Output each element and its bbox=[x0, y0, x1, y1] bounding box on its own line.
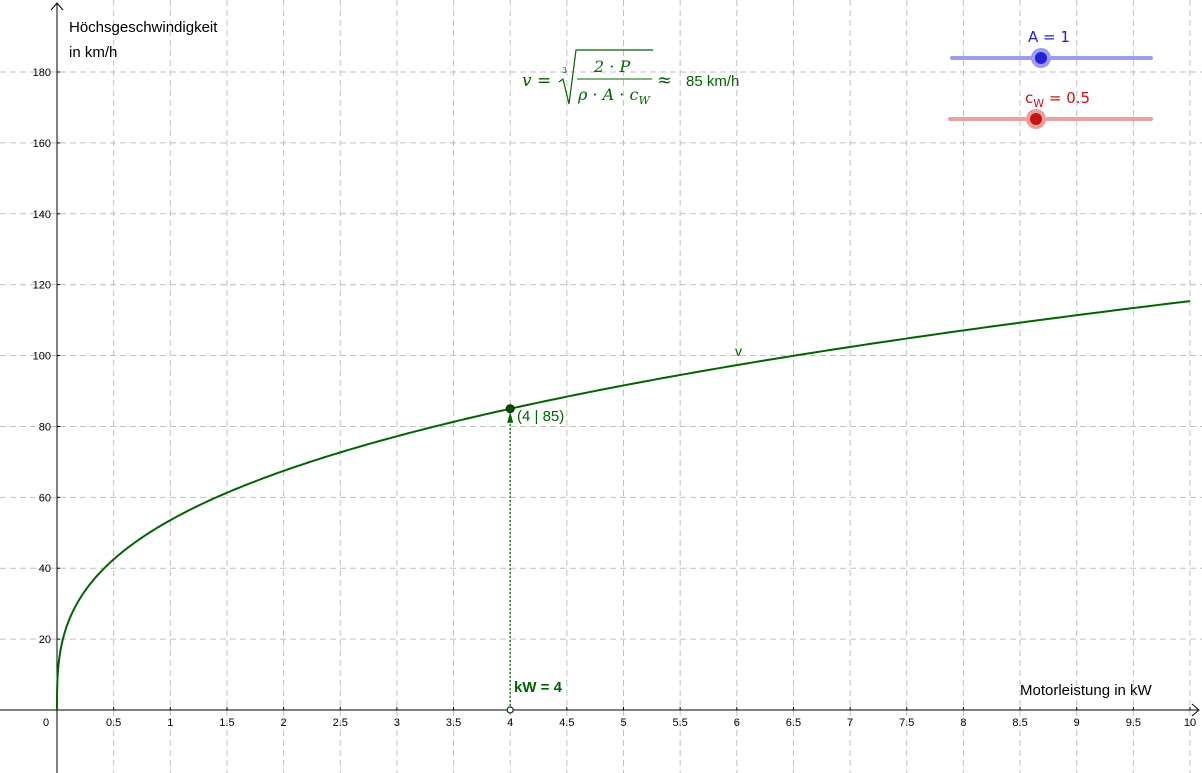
x-tick-label: 0.5 bbox=[106, 717, 121, 729]
y-tick-label: 40 bbox=[39, 563, 51, 575]
y-tick-label: 180 bbox=[33, 67, 51, 79]
drop-line-arrow bbox=[507, 411, 514, 423]
tick-labels: 0 0.5 1 1.5 2 2.5 3 3.5 4 4.5 5 5.5 6 6.5 7 7.5 8 8.5 9 9.5… bbox=[33, 67, 1196, 729]
slider-drag-label-main: c bbox=[1025, 89, 1034, 107]
y-axis-label-line1: Höchsgeschwindigkeit bbox=[69, 19, 218, 36]
y-tick-label: 20 bbox=[39, 634, 51, 646]
x-tick-label: 1.5 bbox=[219, 717, 234, 729]
y-tick-label: 60 bbox=[39, 492, 51, 504]
y-tick-label: 160 bbox=[33, 138, 51, 150]
x-axis-arrow bbox=[1191, 703, 1200, 717]
x-tick-label: 2 bbox=[281, 717, 287, 729]
slider-area-track[interactable] bbox=[950, 56, 1153, 60]
x-tick-label: 9 bbox=[1074, 717, 1080, 729]
formula: v = 3 2 · P ρ · A · cW ≈ 85 km/h bbox=[522, 49, 739, 107]
formula-result: 85 km/h bbox=[686, 73, 739, 90]
y-axis-label-line2: in km/h bbox=[69, 44, 117, 61]
x-tick-label: 3.5 bbox=[446, 717, 461, 729]
slider-drag-knob[interactable] bbox=[1028, 111, 1045, 127]
x-tick-label: 1 bbox=[167, 717, 173, 729]
formula-root-index: 3 bbox=[562, 66, 567, 75]
y-tick-label: 80 bbox=[39, 421, 51, 433]
slider-drag-label: cW = 0.5 bbox=[1025, 89, 1090, 110]
formula-denominator-main: ρ · A · c bbox=[577, 85, 638, 104]
slider-area-knob[interactable] bbox=[1033, 50, 1050, 66]
x-axis-point[interactable] bbox=[506, 706, 514, 714]
slider-area-label: A = 1 bbox=[1028, 28, 1070, 46]
point-label: (4 | 85) bbox=[517, 408, 564, 425]
curve-point[interactable] bbox=[505, 404, 515, 414]
slider-drag-label-sub: W bbox=[1033, 97, 1045, 110]
x-tick-label: 2.5 bbox=[333, 717, 348, 729]
slider-drag[interactable]: cW = 0.5 bbox=[948, 89, 1153, 139]
formula-lhs: v = bbox=[522, 71, 551, 91]
x-tick-label: 6 bbox=[734, 717, 740, 729]
x-tick-label: 8 bbox=[960, 717, 966, 729]
x-tick-label: 9.5 bbox=[1126, 717, 1141, 729]
y-tick-label: 140 bbox=[33, 209, 51, 221]
x-tick-label: 5.5 bbox=[673, 717, 688, 729]
x-tick-label: 4 bbox=[507, 717, 513, 729]
y-tick-label: 100 bbox=[33, 351, 51, 363]
x-tick-label: 10 bbox=[1184, 717, 1196, 729]
point-x-label: kW = 4 bbox=[514, 679, 563, 696]
x-tick-label: 0 bbox=[43, 717, 49, 729]
point-layer[interactable] bbox=[505, 404, 515, 714]
series-line-v[interactable] bbox=[56, 300, 1191, 710]
x-axis-label: Motorleistung in kW bbox=[1020, 682, 1153, 699]
formula-approx: ≈ bbox=[657, 70, 672, 91]
x-tick-label: 8.5 bbox=[1012, 717, 1027, 729]
y-axis-arrow bbox=[50, 2, 64, 11]
series-layer bbox=[56, 300, 1191, 710]
formula-numerator: 2 · P bbox=[593, 57, 630, 76]
x-tick-label: 4.5 bbox=[559, 717, 574, 729]
y-tick-label: 120 bbox=[33, 280, 51, 292]
x-tick-label: 3 bbox=[394, 717, 400, 729]
slider-drag-label-rest: = 0.5 bbox=[1044, 89, 1091, 107]
x-tick-label: 7.5 bbox=[899, 717, 914, 729]
radical-sign bbox=[558, 49, 653, 105]
formula-denominator: ρ · A · cW bbox=[577, 85, 651, 107]
x-tick-label: 5 bbox=[620, 717, 626, 729]
curve-label: v bbox=[735, 343, 742, 359]
x-tick-label: 7 bbox=[847, 717, 853, 729]
formula-denominator-sub: W bbox=[638, 94, 651, 107]
x-tick-label: 6.5 bbox=[786, 717, 801, 729]
slider-area[interactable]: A = 1 bbox=[950, 28, 1153, 78]
slider-drag-track[interactable] bbox=[948, 117, 1153, 121]
